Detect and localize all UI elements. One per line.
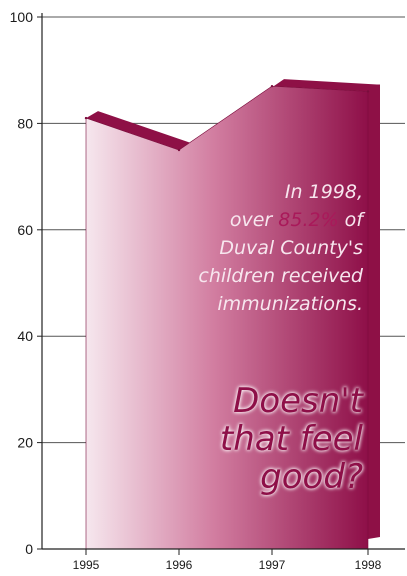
y-tick-label: 80 [17, 115, 33, 131]
data-point-1996 [177, 148, 181, 152]
annotation-line-5: immunizations. [217, 293, 363, 315]
y-tick-label: 100 [10, 9, 34, 25]
y-tick-label: 20 [17, 435, 33, 451]
x-tick-label: 1995 [73, 558, 100, 572]
y-tick-label: 60 [17, 222, 33, 238]
annotation-line-4: children received [198, 265, 363, 287]
axes: 0 20 40 60 80 100 1995 1996 1997 1998 [10, 9, 405, 572]
annotation-line-3: Duval County's [219, 237, 363, 259]
kicker-text: Doesn't that feel good? [143, 382, 363, 496]
annotation-of: of [344, 209, 363, 231]
plot-area [42, 16, 405, 550]
kicker-line-2: that feel [219, 419, 363, 459]
area-shadow [86, 79, 380, 539]
data-point-1997 [270, 84, 274, 88]
annotation-over: over [229, 209, 273, 231]
annotation-line-1: In 1998, [284, 181, 363, 203]
data-point-1995 [84, 116, 88, 120]
data-point-1998 [366, 90, 370, 93]
annotation-text: In 1998, over 85.2% of Duval County's ch… [123, 178, 363, 318]
x-tick-label: 1996 [166, 558, 193, 572]
kicker-line-1: Doesn't [233, 381, 363, 421]
annotation-line-2: over 85.2% of [123, 206, 363, 234]
annotation-percent: 85.2% [278, 209, 339, 231]
y-tick-label: 40 [17, 328, 33, 344]
x-tick-label: 1998 [355, 558, 382, 572]
kicker-line-3: good? [260, 457, 363, 497]
x-tick-label: 1997 [259, 558, 286, 572]
y-tick-label: 0 [25, 541, 33, 557]
